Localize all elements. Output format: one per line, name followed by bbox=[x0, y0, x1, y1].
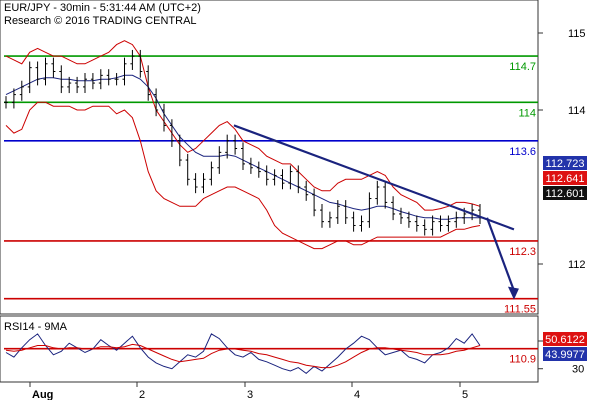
bollinger-lower-line bbox=[5, 101, 481, 250]
price-tag-box bbox=[543, 171, 587, 185]
indicator-tag-box bbox=[543, 332, 587, 346]
bollinger-upper-line bbox=[5, 40, 481, 211]
price-tag-label: 112.601 bbox=[546, 188, 585, 200]
forecast-arrow-shaft bbox=[485, 217, 515, 292]
indicator-tag-label: 50.6122 bbox=[545, 334, 585, 346]
price-tag-box bbox=[543, 186, 587, 200]
time-axis-tick-label: 2 bbox=[139, 389, 145, 400]
chart-subtitle: Research © 2016 TRADING CENTRAL bbox=[4, 15, 197, 27]
level-label: 113.6 bbox=[509, 146, 536, 158]
price-axis-tick-label: 115 bbox=[568, 28, 586, 40]
indicator-panel: 30 50.6122 43.9977 bbox=[5, 332, 587, 376]
indicator-title: RSI14 - 9MA bbox=[4, 321, 68, 333]
price-panel: 115114112111114.7114113.6112.3111.55110.… bbox=[4, 28, 587, 366]
time-axis: Aug 2 3 4 5 bbox=[0, 381, 538, 401]
forecast-arrow-head bbox=[507, 286, 519, 300]
time-axis-tick-label: 5 bbox=[462, 389, 468, 400]
price-tag-label: 112.723 bbox=[546, 158, 585, 170]
price-axis-tick-label: 112 bbox=[568, 259, 586, 271]
rsi-ma-line bbox=[5, 343, 481, 369]
indicator-tag-label: 43.9977 bbox=[545, 349, 585, 361]
level-label: 114 bbox=[518, 107, 536, 119]
indicator-axis-tick-label: 30 bbox=[572, 364, 584, 376]
level-label: 114.7 bbox=[509, 61, 536, 73]
time-axis-tick-label: Aug bbox=[32, 389, 53, 400]
time-axis-tick-label: 3 bbox=[247, 389, 253, 400]
price-axis-tick-label: 114 bbox=[568, 105, 586, 117]
chart-title: EUR/JPY - 30min - 5:31:44 AM (UTC+2) bbox=[4, 2, 201, 14]
time-axis-tick-label: 4 bbox=[354, 389, 360, 400]
resistance-trendline bbox=[233, 124, 515, 231]
price-tag-box bbox=[543, 156, 587, 170]
price-tag-label: 112.641 bbox=[546, 173, 585, 185]
level-label: 111.55 bbox=[504, 304, 536, 316]
level-label: 112.3 bbox=[509, 246, 536, 258]
indicator-tag-box bbox=[543, 347, 587, 361]
level-label: 110.9 bbox=[509, 354, 536, 366]
